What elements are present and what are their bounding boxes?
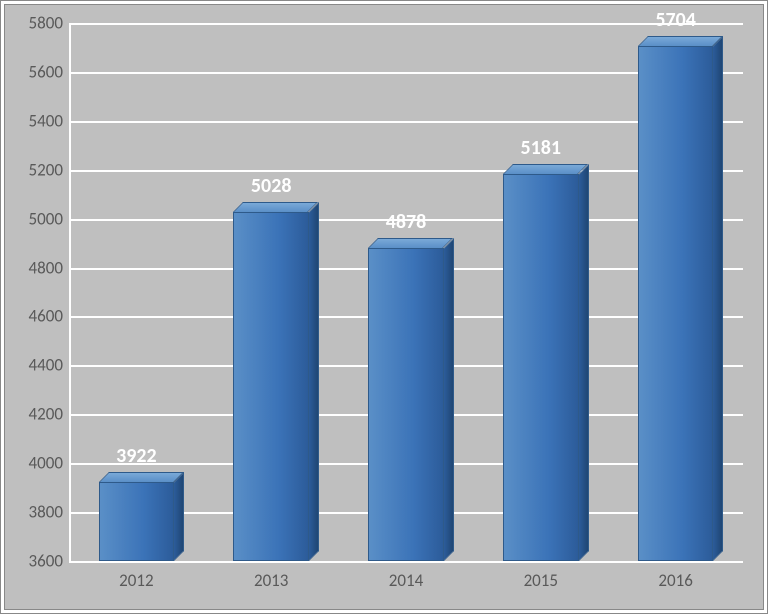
bar-front bbox=[233, 212, 308, 561]
bar-side-face bbox=[174, 472, 184, 561]
x-axis-tick-label: 2015 bbox=[524, 570, 558, 591]
y-axis-tick-label: 5800 bbox=[17, 13, 63, 34]
y-axis-tick-label: 4200 bbox=[17, 404, 63, 425]
x-axis-tick-label: 2016 bbox=[658, 570, 692, 591]
x-axis-tick-label: 2014 bbox=[389, 570, 423, 591]
y-axis-tick-label: 5400 bbox=[17, 110, 63, 131]
y-axis-tick-label: 4600 bbox=[17, 306, 63, 327]
data-label: 4878 bbox=[386, 210, 427, 234]
y-axis-tick-label: 4400 bbox=[17, 355, 63, 376]
x-axis-tick-label: 2012 bbox=[119, 570, 153, 591]
bar bbox=[503, 23, 578, 561]
data-label: 3922 bbox=[116, 444, 157, 468]
bar-top-face bbox=[368, 238, 453, 248]
bar-front bbox=[503, 174, 578, 561]
bar-side-face bbox=[444, 238, 454, 561]
chart-inner-frame: 3600 3800 4000 4200 4400 4600 4800 5000 5200 5400… bbox=[4, 4, 764, 610]
bar-side-face bbox=[713, 36, 723, 561]
x-axis-tick-label: 2013 bbox=[254, 570, 288, 591]
chart-container: 3600 3800 4000 4200 4400 4600 4800 5000 5200 5400… bbox=[0, 0, 768, 614]
bar-front bbox=[99, 482, 174, 561]
bar-front bbox=[368, 248, 443, 561]
data-label: 5028 bbox=[251, 174, 292, 198]
y-axis-tick-label: 5200 bbox=[17, 159, 63, 180]
bar-top-face bbox=[503, 164, 588, 174]
y-axis-tick-label: 3600 bbox=[17, 551, 63, 572]
y-axis-tick-label: 4800 bbox=[17, 257, 63, 278]
bar-side-face bbox=[579, 164, 589, 561]
bar bbox=[99, 23, 174, 561]
y-axis-tick-label: 5600 bbox=[17, 61, 63, 82]
data-label: 5704 bbox=[655, 8, 696, 32]
bar bbox=[368, 23, 443, 561]
bar bbox=[638, 23, 713, 561]
bar-front bbox=[638, 46, 713, 561]
y-axis-tick-label: 5000 bbox=[17, 208, 63, 229]
plot-area: 3600380040004200440046004800500052005400… bbox=[69, 23, 743, 561]
bar-top-face bbox=[99, 472, 184, 482]
bars-layer: 3922201250282013487820145181201557042016 bbox=[69, 23, 743, 561]
bar-top-face bbox=[638, 36, 723, 46]
bar bbox=[233, 23, 308, 561]
data-label: 5181 bbox=[521, 136, 562, 160]
y-axis-tick-label: 3800 bbox=[17, 502, 63, 523]
bar-side-face bbox=[309, 202, 319, 561]
gridline bbox=[69, 561, 743, 563]
bar-top-face bbox=[233, 202, 318, 212]
y-axis-tick-label: 4000 bbox=[17, 453, 63, 474]
